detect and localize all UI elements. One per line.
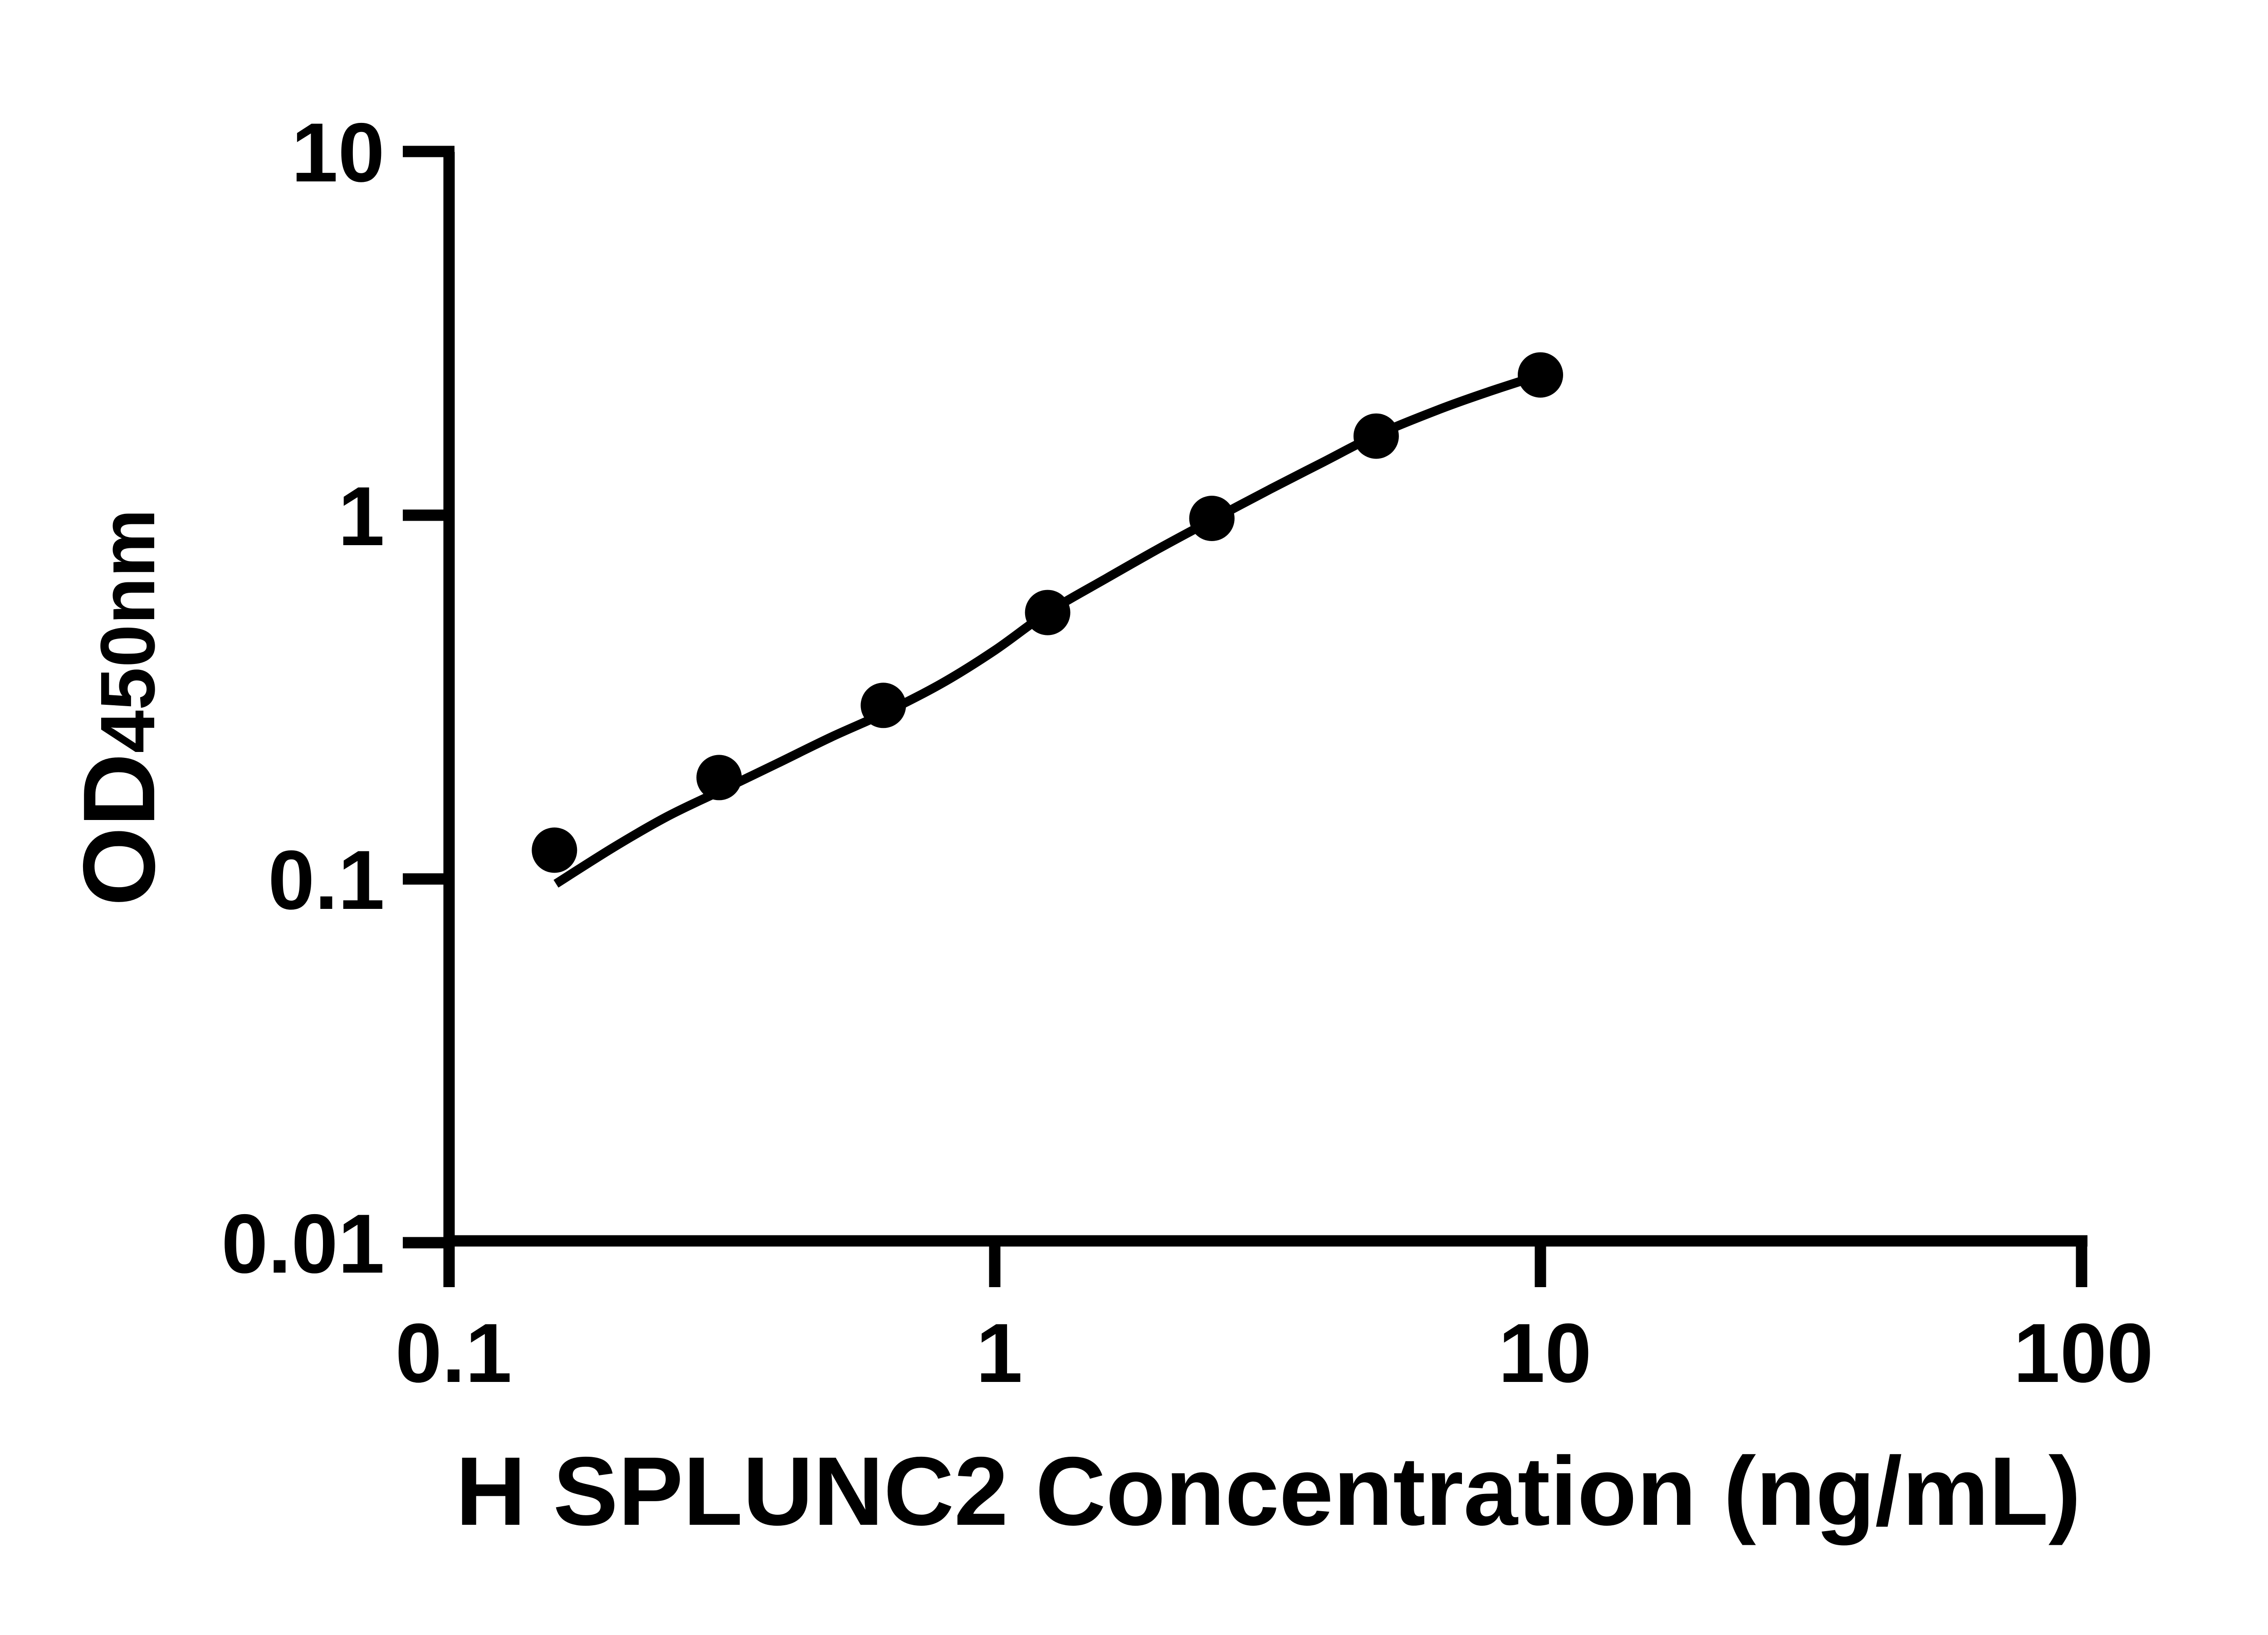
y-tick-label: 10 [291,106,385,200]
y-tick-label: 0.01 [221,1197,385,1291]
data-points [532,352,1563,873]
x-tick-label: 0.1 [395,1307,512,1400]
data-point [1189,496,1235,541]
y-tick-label: 1 [338,470,385,563]
data-point [1518,352,1563,398]
y-axis-title: OD450nm [62,509,176,906]
x-axis-title: H SPLUNC2 Concentration (ng/mL) [455,1436,2081,1546]
y-axis-title-main: OD [62,753,176,907]
x-tick-label: 100 [2014,1307,2154,1400]
data-point [1353,413,1399,459]
y-tick-label: 0.1 [268,834,385,927]
data-point [532,827,577,873]
data-point [860,683,906,728]
data-point [696,755,742,800]
y-axis-title-sub: 450nm [85,509,171,753]
x-tick-label: 1 [976,1307,1023,1400]
x-tick-label: 10 [1498,1307,1592,1400]
data-point [1025,590,1070,635]
